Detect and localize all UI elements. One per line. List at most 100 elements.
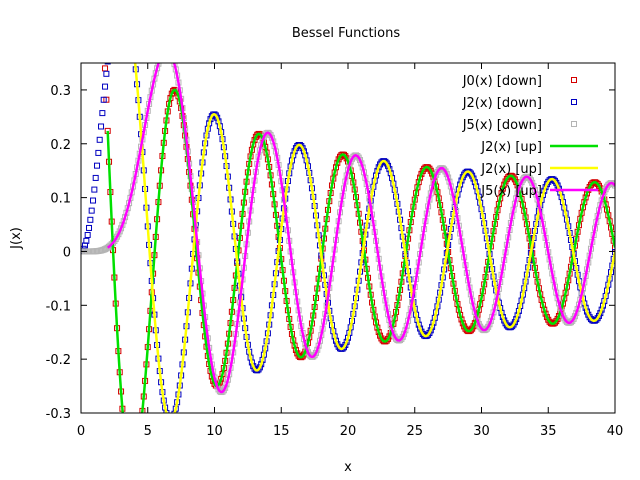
data-point (103, 70, 110, 77)
legend-entry: J5(x) [down] (462, 118, 577, 133)
legend-marker (571, 121, 577, 127)
data-point (121, 421, 126, 426)
data-point (167, 417, 172, 422)
data-point (104, 63, 111, 65)
legend-entry: J2(x) [down] (462, 96, 577, 111)
data-point (125, 454, 130, 459)
series-line (106, 63, 615, 394)
legend-label: J0(x) [down] (462, 74, 542, 89)
legend-label: J2(x) [up] (480, 162, 542, 177)
y-tick-label: -0.3 (46, 407, 71, 422)
x-tick-label: 40 (607, 424, 624, 439)
x-tick-label: 30 (473, 424, 490, 439)
data-point (171, 415, 176, 420)
data-point (112, 9, 117, 14)
data-point (132, 463, 137, 468)
data-point (135, 452, 140, 457)
data-point (160, 51, 165, 56)
data-point (157, 57, 162, 62)
legend-marker (571, 77, 577, 83)
data-point (612, 244, 615, 251)
data-point (129, 466, 134, 471)
legend: J0(x) [down] J2(x) [down] J5(x) [down] J2(x… (462, 74, 598, 199)
series-line-4 (133, 63, 615, 413)
data-point (612, 182, 615, 189)
data-point (124, 445, 129, 450)
data-point (90, 197, 97, 204)
x-tick-label: 35 (540, 424, 557, 439)
legend-label: J5(x) [down] (462, 118, 542, 133)
data-point (108, 36, 113, 41)
data-point (113, 2, 118, 7)
y-tick-label: 0.3 (50, 84, 71, 99)
data-point (101, 35, 106, 40)
legend-label: J2(x) [down] (462, 96, 542, 111)
data-point (169, 54, 174, 59)
data-point (86, 224, 93, 231)
legend-entry: J2(x) [up] (480, 140, 598, 155)
data-point (96, 136, 103, 143)
data-point (163, 48, 168, 53)
data-point (161, 49, 166, 54)
data-point (168, 418, 173, 423)
data-point (92, 174, 99, 181)
data-point (128, 18, 133, 23)
data-point (123, 434, 128, 439)
data-point (169, 417, 174, 422)
y-tick-label: 0.1 (50, 192, 71, 207)
axes-layer: 0 5 10 15 20 25 30 35 40 -0.3 -0.2 -0.1 0 0.1 0.2 0.3 (46, 62, 624, 439)
data-point (159, 54, 164, 59)
data-point (115, 0, 120, 1)
data-point (99, 110, 106, 117)
series-layer (81, 0, 615, 471)
data-point (102, 83, 109, 90)
data-point (91, 186, 98, 193)
data-point (94, 162, 101, 169)
x-tick-label: 5 (144, 424, 152, 439)
data-point (88, 207, 95, 214)
legend-entry: J2(x) [up] (480, 162, 598, 177)
data-point (127, 9, 132, 14)
data-point (168, 51, 173, 56)
series-line (133, 63, 615, 413)
x-tick-label: 25 (406, 424, 423, 439)
data-point (136, 443, 141, 448)
y-tick-label: 0.2 (50, 138, 71, 153)
data-point (95, 149, 102, 156)
chart-title: Bessel Functions (292, 26, 400, 41)
legend-marker (571, 99, 577, 105)
x-axis-label: x (344, 460, 352, 475)
data-point (100, 96, 107, 103)
x-tick-label: 0 (77, 424, 85, 439)
x-tick-label: 20 (340, 424, 357, 439)
legend-label: J2(x) [up] (480, 140, 542, 155)
data-point (129, 29, 134, 34)
data-point (133, 458, 138, 463)
data-point (102, 65, 109, 72)
y-tick-label: 0 (63, 245, 71, 260)
data-point (128, 464, 133, 469)
data-point (125, 2, 130, 7)
data-point (109, 26, 114, 31)
legend-label: J5(x) [up] (480, 184, 542, 199)
data-point (111, 17, 116, 22)
data-point (131, 465, 136, 470)
data-point (165, 48, 170, 53)
data-point (132, 53, 137, 58)
legend-entry: J0(x) [down] (462, 74, 577, 89)
data-point (84, 231, 91, 238)
legend-entry: J5(x) [up] (480, 184, 598, 199)
data-point (167, 49, 172, 54)
data-point (164, 48, 169, 53)
data-point (107, 47, 112, 52)
data-point (137, 433, 142, 438)
data-point (98, 123, 105, 130)
data-point (165, 415, 170, 420)
x-tick-label: 10 (206, 424, 223, 439)
y-axis-label: J(x) (9, 227, 24, 250)
data-point (83, 237, 90, 244)
data-point (87, 216, 94, 223)
data-point (127, 460, 132, 465)
data-point (612, 249, 615, 256)
